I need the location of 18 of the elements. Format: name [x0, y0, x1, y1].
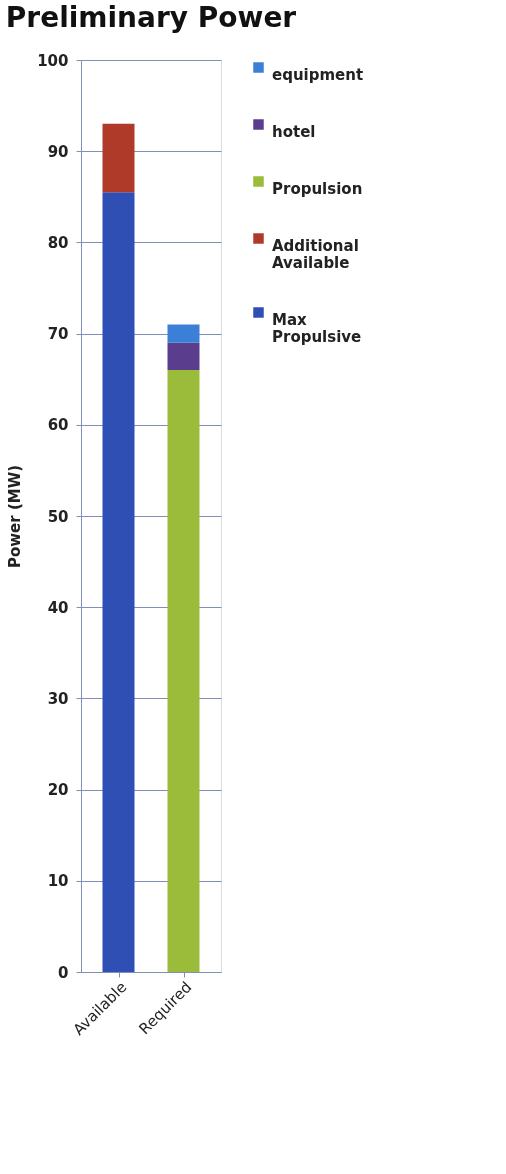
y-tick-label: 80 [47, 233, 69, 252]
y-tick-label: 70 [47, 325, 69, 344]
y-tick-label: 10 [47, 872, 69, 891]
chart-title: Preliminary Power [5, 1, 297, 34]
y-tick-label: 90 [47, 142, 69, 161]
legend-label: equipment [272, 65, 364, 84]
y-tick-label: 50 [47, 507, 69, 526]
legend-label: Additional Available [272, 236, 359, 272]
y-tick-label: 60 [47, 416, 69, 435]
legend-label: hotel [272, 122, 316, 141]
y-tick-label: 30 [47, 689, 69, 708]
y-tick-label: 40 [47, 598, 69, 617]
legend-label: Max Propulsive [272, 310, 362, 346]
legend-label: Propulsion [272, 179, 363, 198]
y-tick-label: 100 [37, 51, 69, 70]
y-tick-label: 0 [58, 963, 69, 982]
y-tick-label: 20 [47, 781, 69, 800]
y-axis-title: Power (MW) [6, 464, 25, 569]
